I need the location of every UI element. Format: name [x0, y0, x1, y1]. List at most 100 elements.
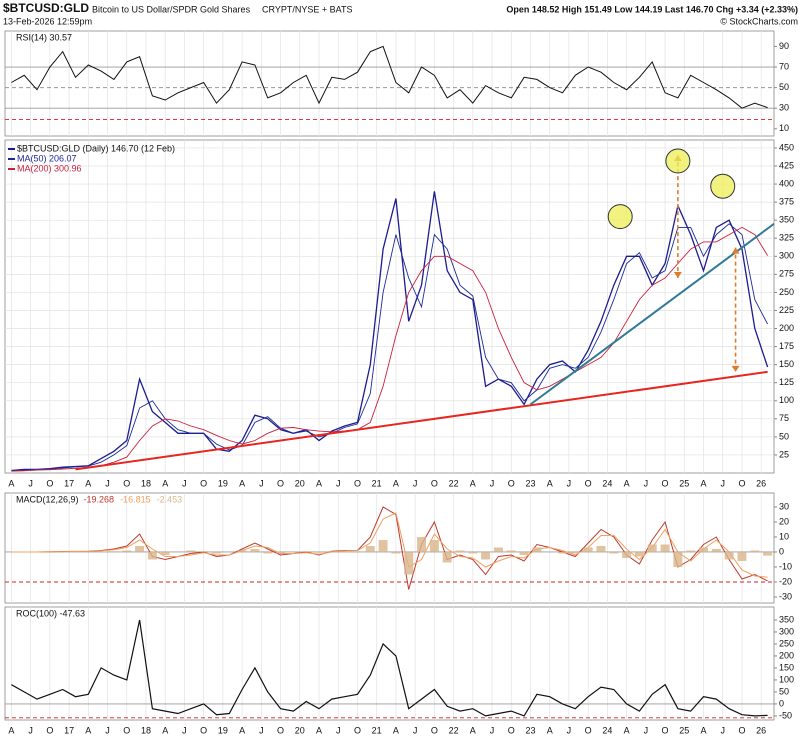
y-tick-label: 450 [779, 142, 794, 152]
histogram-bar [468, 551, 478, 554]
x-tick-label: A [547, 478, 553, 488]
x-tick-label: 26 [756, 725, 766, 735]
x-tick-label: O [200, 478, 207, 488]
series-line [11, 223, 768, 472]
y-tick-label: 50 [779, 82, 789, 92]
x-tick-label: O [585, 725, 592, 735]
x-tick-label: J [720, 725, 725, 735]
peak-highlight [665, 148, 691, 174]
panel-title: RSI(14) 30.57 [16, 32, 72, 42]
histogram-bar [109, 551, 119, 552]
panel-title: ROC(100) -47.63 [16, 608, 85, 618]
x-tick-label: O [46, 725, 53, 735]
y-tick-label: 150 [779, 662, 794, 672]
quote: Open 148.52 High 151.49 Low 144.19 Last … [506, 4, 798, 14]
x-tick-label: J [182, 478, 187, 488]
y-tick-label: 30 [779, 501, 789, 511]
histogram-bar [135, 545, 145, 552]
x-tick-label: J [105, 478, 110, 488]
histogram-bar [365, 545, 375, 552]
y-tick-label: 350 [779, 215, 794, 225]
x-tick-label: J [336, 725, 341, 735]
x-tick-label: O [508, 725, 515, 735]
y-tick-label: 10 [779, 123, 789, 133]
series-line [11, 506, 768, 590]
histogram-bar [378, 539, 388, 552]
x-tick-label: O [738, 478, 745, 488]
x-tick-label: A [701, 478, 707, 488]
histogram-bar [160, 551, 170, 555]
x-tick-label: A [85, 725, 91, 735]
y-tick-label: 75 [779, 413, 789, 423]
y-tick-label: -30 [779, 591, 792, 601]
x-tick-label: J [644, 478, 649, 488]
x-tick-label: 21 [372, 725, 382, 735]
y-tick-label: 10 [779, 531, 789, 541]
x-tick-label: O [354, 725, 361, 735]
x-tick-label: J [259, 478, 264, 488]
histogram-bar [686, 550, 696, 552]
x-tick-label: A [624, 725, 630, 735]
y-tick-label: 100 [779, 674, 794, 684]
x-tick-label: A [393, 478, 399, 488]
x-tick-label: O [431, 725, 438, 735]
y-tick-label: 150 [779, 359, 794, 369]
x-tick-label: 24 [602, 478, 612, 488]
series-line [11, 512, 768, 578]
x-tick-label: J [413, 725, 418, 735]
x-tick-label: A [316, 478, 322, 488]
exchange: CRYPT/NYSE + BATS [262, 4, 352, 14]
x-tick-label: J [105, 725, 110, 735]
histogram-bar [147, 551, 157, 560]
panel-frame [4, 606, 775, 721]
histogram-bar [263, 551, 273, 554]
x-tick-label: O [662, 478, 669, 488]
histogram-bar [404, 551, 414, 575]
y-tick-label: 200 [779, 323, 794, 333]
x-tick-label: A [701, 725, 707, 735]
y-tick-label: 100 [779, 395, 794, 405]
y-tick-label: 30 [779, 103, 789, 113]
histogram-bar [763, 551, 773, 556]
arrow-head [673, 271, 682, 278]
x-tick-label: A [393, 725, 399, 735]
x-tick-label: A [85, 478, 91, 488]
x-tick-label: 23 [525, 725, 535, 735]
y-tick-label: 300 [779, 626, 794, 636]
y-tick-label: 225 [779, 305, 794, 315]
panel-title: MACD(12,26,9) [16, 494, 79, 504]
x-tick-label: O [354, 478, 361, 488]
histogram-bar [609, 551, 619, 554]
x-tick-label: O [738, 725, 745, 735]
histogram-bar [583, 547, 593, 552]
y-tick-label: 350 [779, 614, 794, 624]
x-tick-label: 19 [218, 478, 228, 488]
y-tick-label: 425 [779, 160, 794, 170]
y-tick-label: 400 [779, 178, 794, 188]
x-tick-label: 21 [372, 478, 382, 488]
x-tick-label: A [8, 725, 14, 735]
histogram-bar [647, 544, 657, 552]
panel-frame [4, 139, 775, 474]
histogram-bar [481, 551, 491, 560]
histogram-bar [737, 551, 747, 561]
x-tick-label: J [644, 725, 649, 735]
y-tick-label: 0 [779, 698, 784, 708]
y-tick-label: 50 [779, 431, 789, 441]
x-tick-label: J [182, 725, 187, 735]
x-tick-label: 26 [756, 478, 766, 488]
y-tick-label: -10 [779, 561, 792, 571]
x-tick-label: 20 [295, 478, 305, 488]
arrow-head [731, 247, 740, 254]
x-tick-label: J [567, 725, 572, 735]
y-tick-label: 70 [779, 61, 789, 71]
x-tick-label: A [470, 478, 476, 488]
histogram-bar [314, 551, 324, 553]
histogram-bar [211, 551, 221, 554]
peak-highlight [607, 204, 633, 230]
histogram-bar [724, 551, 734, 560]
x-tick-label: A [162, 478, 168, 488]
histogram-bar [493, 547, 503, 552]
